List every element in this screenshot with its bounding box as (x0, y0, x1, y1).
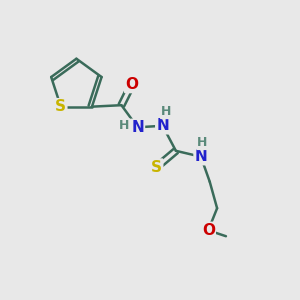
Text: N: N (131, 120, 144, 135)
Text: H: H (161, 105, 171, 118)
Text: S: S (55, 99, 66, 114)
Text: O: O (202, 223, 215, 238)
Text: O: O (125, 77, 138, 92)
Text: H: H (197, 136, 208, 149)
Text: N: N (156, 118, 169, 133)
Text: H: H (119, 119, 130, 132)
Text: N: N (194, 149, 207, 164)
Text: S: S (151, 160, 162, 175)
